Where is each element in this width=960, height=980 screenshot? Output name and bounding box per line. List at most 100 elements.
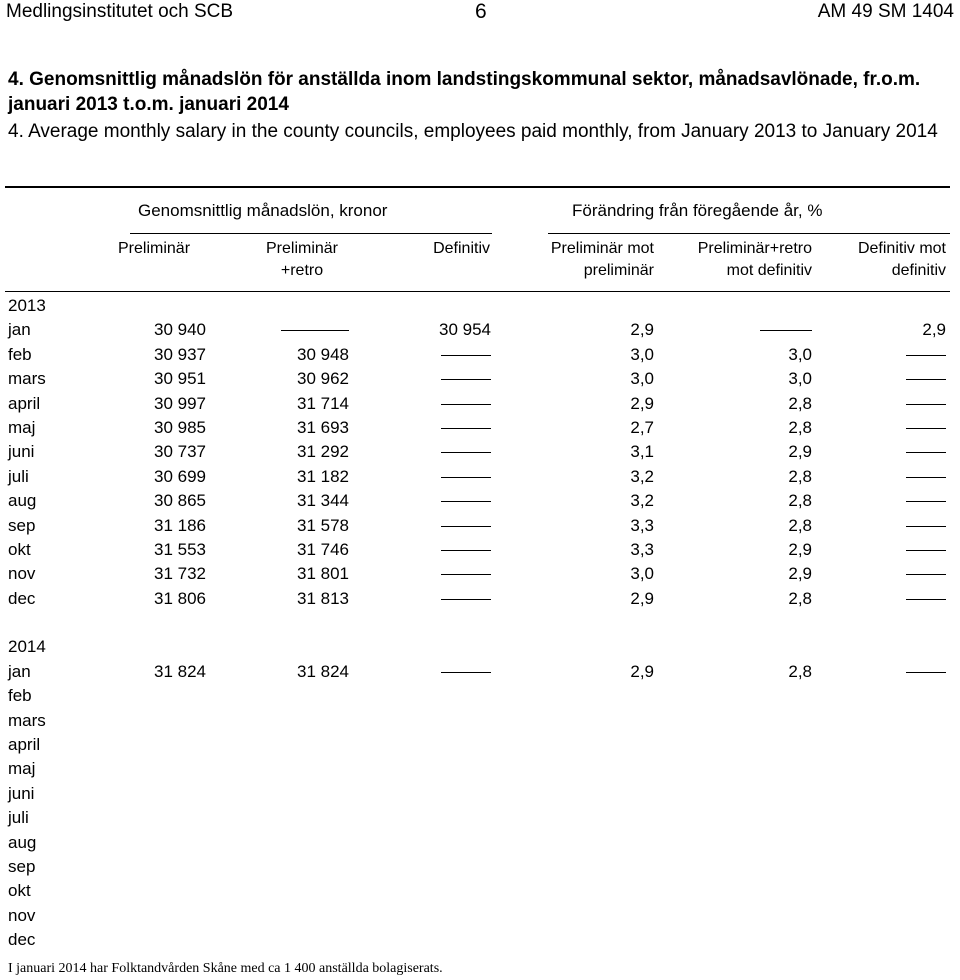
table-cell: 30 699 (154, 466, 206, 486)
row-label: sep (8, 515, 36, 535)
dash-mark (441, 598, 491, 600)
table-row: juli 30 699 31 182 3,2 2,8 (0, 465, 960, 489)
column-header-prel-mot-prel: Preliminär mot preliminär (510, 238, 654, 282)
group-header-salary: Genomsnittlig månadslön, kronor (138, 201, 388, 220)
table-cell: 30 954 (439, 320, 491, 340)
row-label: aug (8, 832, 37, 852)
dash-mark (760, 330, 812, 332)
row-label: juni (8, 783, 35, 803)
table-row: okt 31 553 31 746 3,3 2,9 (0, 538, 960, 562)
row-label: jan (8, 320, 31, 340)
table-cell: 30 962 (297, 369, 349, 389)
table-cell: 31 693 (297, 417, 349, 437)
table-row: 2013 (0, 294, 960, 318)
table-row: aug (0, 831, 960, 855)
table-cell: 2,7 (630, 417, 654, 437)
row-label: sep (8, 856, 36, 876)
row-label: juli (8, 808, 29, 828)
table-cell: 3,2 (630, 466, 654, 486)
page-number: 6 (475, 0, 487, 23)
table-cell: 3,0 (630, 564, 654, 584)
table-row: feb (0, 684, 960, 708)
table-cell: 3,3 (630, 539, 654, 559)
column-header-retro-mot-def: Preliminär+retro mot definitiv (660, 238, 812, 282)
table-cell: 2,8 (788, 491, 812, 511)
table-cell: 31 746 (297, 539, 349, 559)
table-row: jan 31 824 31 824 2,9 2,8 (0, 660, 960, 684)
dash-mark (906, 379, 946, 381)
table-spacer-row (0, 611, 960, 635)
table-cell: 2,9 (630, 661, 654, 681)
dash-mark (906, 354, 946, 356)
column-header-text: preliminär (583, 262, 654, 279)
row-label: juni (8, 442, 35, 462)
table-row: april (0, 733, 960, 757)
table-cell: 30 985 (154, 417, 206, 437)
table-cell: 3,1 (630, 442, 654, 462)
dash-mark (441, 574, 491, 576)
table-row: mars (0, 709, 960, 733)
table-cell: 31 182 (297, 466, 349, 486)
table-cell: 30 940 (154, 320, 206, 340)
table-cell: 3,2 (630, 491, 654, 511)
table-row: juni (0, 782, 960, 806)
table-top-rule (5, 186, 950, 188)
table-cell: 2,8 (788, 515, 812, 535)
table-row: jan 30 940 30 954 2,9 2,9 (0, 318, 960, 342)
table-cell: 3,0 (630, 369, 654, 389)
table-row: maj (0, 757, 960, 781)
table-cell: 2,8 (788, 393, 812, 413)
dash-mark (441, 671, 491, 673)
column-header-preliminar-retro: Preliminär +retro (242, 238, 362, 282)
table-row: april 30 997 31 714 2,9 2,8 (0, 392, 960, 416)
dash-mark (441, 525, 491, 527)
row-label: maj (8, 759, 36, 779)
group-rule-change (548, 233, 950, 234)
table-cell: 31 292 (297, 442, 349, 462)
row-label: dec (8, 930, 36, 950)
row-label: feb (8, 686, 32, 706)
table-cell: 31 824 (154, 661, 206, 681)
table-cell: 30 951 (154, 369, 206, 389)
table-row: 2014 (0, 635, 960, 659)
dash-mark (441, 403, 491, 405)
dash-mark (441, 427, 491, 429)
dash-mark (906, 452, 946, 454)
table-cell: 31 824 (297, 661, 349, 681)
table-row: sep (0, 855, 960, 879)
table-cell: 3,3 (630, 515, 654, 535)
dash-mark (441, 476, 491, 478)
column-header-text: Preliminär (118, 240, 191, 257)
dash-mark (441, 354, 491, 356)
table-cell: 2,9 (630, 393, 654, 413)
table-title-swedish: 4. Genomsnittlig månadslön för anställda… (8, 69, 921, 115)
table-cell: 31 186 (154, 515, 206, 535)
dash-mark (906, 525, 946, 527)
column-header-text: Definitiv (433, 240, 490, 257)
table-cell: 2,9 (630, 588, 654, 608)
column-header-text: Preliminär mot (550, 240, 654, 257)
row-label: maj (8, 417, 36, 437)
table-cell: 2,8 (788, 417, 812, 437)
table-cell: 2,9 (788, 442, 812, 462)
table-body: 2013 jan 30 940 30 954 2,9 2,9 feb 30 937 30 948… (0, 294, 960, 953)
table-cell: 30 948 (297, 344, 349, 364)
row-label: april (8, 393, 41, 413)
dash-mark (906, 549, 946, 551)
row-label: mars (8, 369, 46, 389)
dash-mark (441, 379, 491, 381)
column-header-def-mot-def: Definitiv mot definitiv (820, 238, 946, 282)
table-cell: 31 813 (297, 588, 349, 608)
row-label: juli (8, 466, 29, 486)
group-header-change: Förändring från föregående år, % (572, 201, 823, 220)
header-publisher: Medlingsinstitutet och SCB (6, 1, 234, 22)
row-label: jan (8, 661, 31, 681)
dash-mark (906, 598, 946, 600)
table-cell: 31 344 (297, 491, 349, 511)
row-label: okt (8, 539, 31, 559)
table-cell: 2,9 (630, 320, 654, 340)
table-cell: 3,0 (788, 369, 812, 389)
row-label: okt (8, 881, 31, 901)
table-row: maj 30 985 31 693 2,7 2,8 (0, 416, 960, 440)
table-row: nov (0, 904, 960, 928)
